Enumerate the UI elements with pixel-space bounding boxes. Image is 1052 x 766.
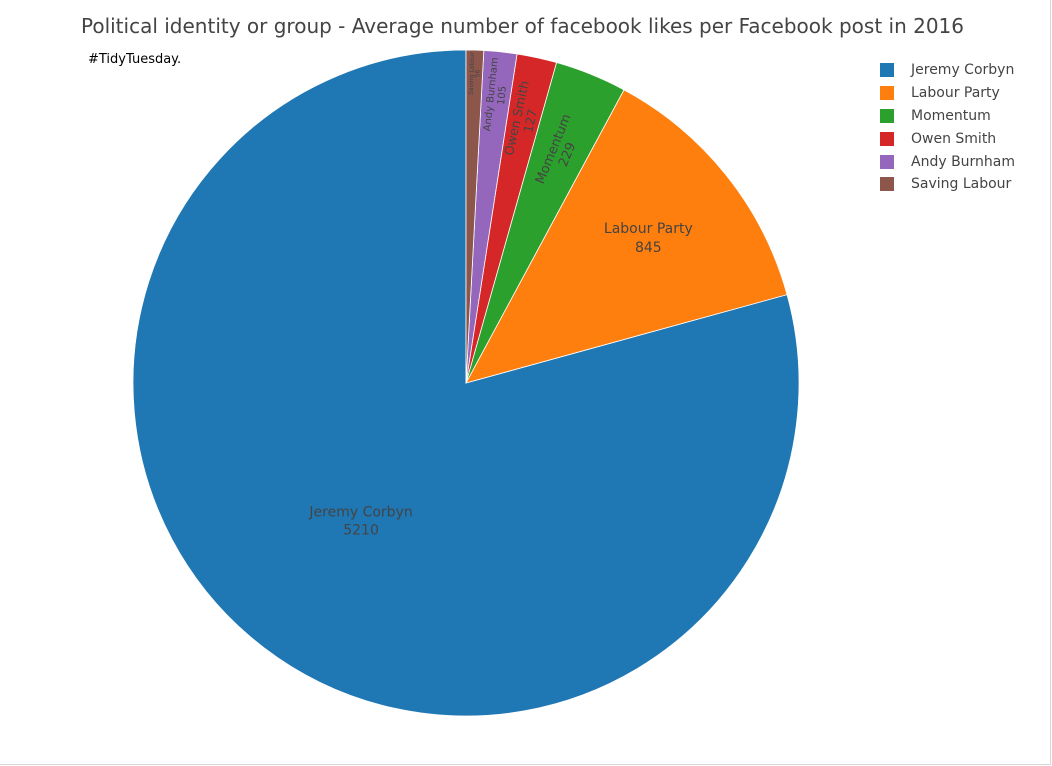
slice-label-value: 56 bbox=[474, 69, 481, 77]
pie-slices bbox=[132, 49, 800, 717]
legend-label: Momentum bbox=[911, 107, 991, 124]
legend-swatch bbox=[880, 108, 894, 123]
legend-label: Owen Smith bbox=[911, 130, 997, 147]
slice-label-value: 127 bbox=[520, 108, 540, 135]
pie-slice-saving-labour[interactable] bbox=[465, 49, 485, 384]
slice-label-value: 5210 bbox=[343, 523, 379, 539]
legend-swatch bbox=[880, 63, 894, 78]
slice-label-value: 105 bbox=[496, 85, 509, 105]
legend-swatch bbox=[880, 86, 894, 101]
chart-title: Political identity or group - Average nu… bbox=[80, 14, 965, 38]
slice-label-jeremy-corbyn: Jeremy Corbyn 5210 bbox=[308, 505, 412, 539]
slice-label-name: Saving Labour bbox=[468, 51, 476, 95]
legend-item-momentum[interactable]: Momentum bbox=[880, 105, 1015, 128]
legend: Jeremy Corbyn Labour Party Momentum Owen Sm… bbox=[880, 59, 1015, 196]
legend-label: Saving Labour bbox=[911, 176, 1012, 193]
tidytuesday-annotation: #TidyTuesday. bbox=[88, 52, 182, 67]
legend-item-labour-party[interactable]: Labour Party bbox=[880, 82, 1015, 105]
legend-label: Labour Party bbox=[911, 85, 1000, 102]
slice-label-name: Labour Party bbox=[604, 221, 693, 237]
legend-item-saving-labour[interactable]: Saving Labour bbox=[880, 173, 1015, 196]
legend-item-andy-burnham[interactable]: Andy Burnham bbox=[880, 150, 1015, 173]
legend-item-jeremy-corbyn[interactable]: Jeremy Corbyn bbox=[880, 59, 1015, 82]
legend-label: Andy Burnham bbox=[911, 153, 1016, 170]
slice-label-labour-party: Labour Party 845 bbox=[604, 221, 693, 256]
legend-swatch bbox=[880, 131, 894, 146]
legend-label: Jeremy Corbyn bbox=[911, 62, 1015, 79]
legend-item-owen-smith[interactable]: Owen Smith bbox=[880, 127, 1015, 150]
legend-swatch bbox=[880, 177, 894, 192]
pie-slice-jeremy-corbyn[interactable] bbox=[132, 49, 800, 717]
pie-slice-labour-party[interactable] bbox=[465, 89, 788, 384]
slice-label-name: Jeremy Corbyn bbox=[308, 505, 412, 521]
legend-swatch bbox=[880, 154, 894, 169]
slice-label-value: 845 bbox=[635, 240, 662, 256]
